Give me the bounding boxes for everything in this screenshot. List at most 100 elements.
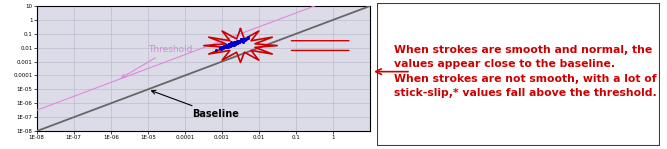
Point xyxy=(218,45,229,48)
Point xyxy=(219,46,229,48)
Point xyxy=(229,41,239,44)
Point xyxy=(223,44,233,46)
Point xyxy=(223,44,234,46)
Point xyxy=(224,43,235,46)
Point xyxy=(229,42,240,45)
Point xyxy=(225,43,236,45)
Point xyxy=(227,43,238,45)
Point xyxy=(225,44,235,46)
Point xyxy=(230,42,241,45)
Point xyxy=(220,45,231,48)
Point xyxy=(226,43,237,46)
Point xyxy=(237,39,248,42)
Point xyxy=(238,39,249,41)
Point xyxy=(239,39,250,41)
Point xyxy=(221,44,232,47)
Point xyxy=(230,42,241,44)
Point xyxy=(219,45,230,48)
Point xyxy=(223,43,234,45)
Point xyxy=(227,44,238,46)
Point xyxy=(236,38,247,40)
Point xyxy=(237,39,248,41)
Point xyxy=(222,45,233,47)
Point xyxy=(225,44,235,46)
Point xyxy=(235,39,245,42)
Point xyxy=(218,46,229,49)
Point xyxy=(223,44,234,47)
Point xyxy=(228,43,239,45)
Point xyxy=(221,46,231,48)
Point xyxy=(233,41,243,44)
Point xyxy=(237,38,247,41)
Point xyxy=(227,43,237,45)
Point xyxy=(221,46,231,48)
Point xyxy=(224,43,235,46)
Point xyxy=(228,44,239,46)
Point xyxy=(229,43,239,45)
Point xyxy=(223,44,234,46)
Point xyxy=(229,42,239,45)
Point xyxy=(226,44,237,46)
Point xyxy=(233,40,244,43)
Point xyxy=(231,41,242,44)
Point xyxy=(234,40,245,42)
Point xyxy=(233,41,243,43)
Text: When strokes are smooth and normal, the
values appear close to the baseline.
Whe: When strokes are smooth and normal, the … xyxy=(394,45,656,98)
Point xyxy=(219,45,229,47)
Point xyxy=(225,43,235,45)
Point xyxy=(235,40,245,42)
Point xyxy=(231,42,242,45)
Point xyxy=(234,41,245,43)
Point xyxy=(229,41,240,44)
Point xyxy=(227,43,237,45)
Point xyxy=(221,45,232,47)
Point xyxy=(227,42,238,44)
Point xyxy=(224,44,235,47)
Point xyxy=(224,43,235,46)
Point xyxy=(215,47,226,50)
Point xyxy=(219,46,229,48)
Point xyxy=(232,40,243,43)
Point xyxy=(229,41,240,44)
Point xyxy=(227,41,238,44)
Text: Baseline: Baseline xyxy=(151,90,239,119)
FancyBboxPatch shape xyxy=(377,3,660,146)
Point xyxy=(217,47,228,49)
Point xyxy=(237,41,248,44)
Point xyxy=(225,44,236,46)
Point xyxy=(227,42,237,44)
Point xyxy=(215,47,225,49)
Point xyxy=(234,41,245,43)
Point xyxy=(217,45,228,48)
Point xyxy=(228,42,239,45)
Point xyxy=(224,43,235,45)
Point xyxy=(217,46,227,48)
Point xyxy=(225,43,236,45)
Point xyxy=(226,43,237,46)
Point xyxy=(236,38,247,40)
Point xyxy=(232,41,243,44)
Point xyxy=(224,43,235,45)
Point xyxy=(232,41,243,44)
Point xyxy=(219,46,230,48)
Point xyxy=(232,42,243,45)
Point xyxy=(229,42,240,45)
Point xyxy=(224,45,235,47)
Point xyxy=(239,38,249,40)
Point xyxy=(218,46,229,48)
Point xyxy=(225,41,236,44)
Point xyxy=(229,42,239,44)
Point xyxy=(231,42,242,44)
Point xyxy=(233,40,243,43)
Text: Threshold: Threshold xyxy=(121,45,192,78)
Point xyxy=(232,39,243,42)
Point xyxy=(227,43,238,45)
Point xyxy=(215,46,226,49)
Point xyxy=(229,43,240,45)
Point xyxy=(227,42,238,44)
Point xyxy=(229,41,239,44)
Point xyxy=(215,47,225,49)
Point xyxy=(229,42,240,45)
Point xyxy=(227,42,238,45)
Point xyxy=(223,44,234,47)
